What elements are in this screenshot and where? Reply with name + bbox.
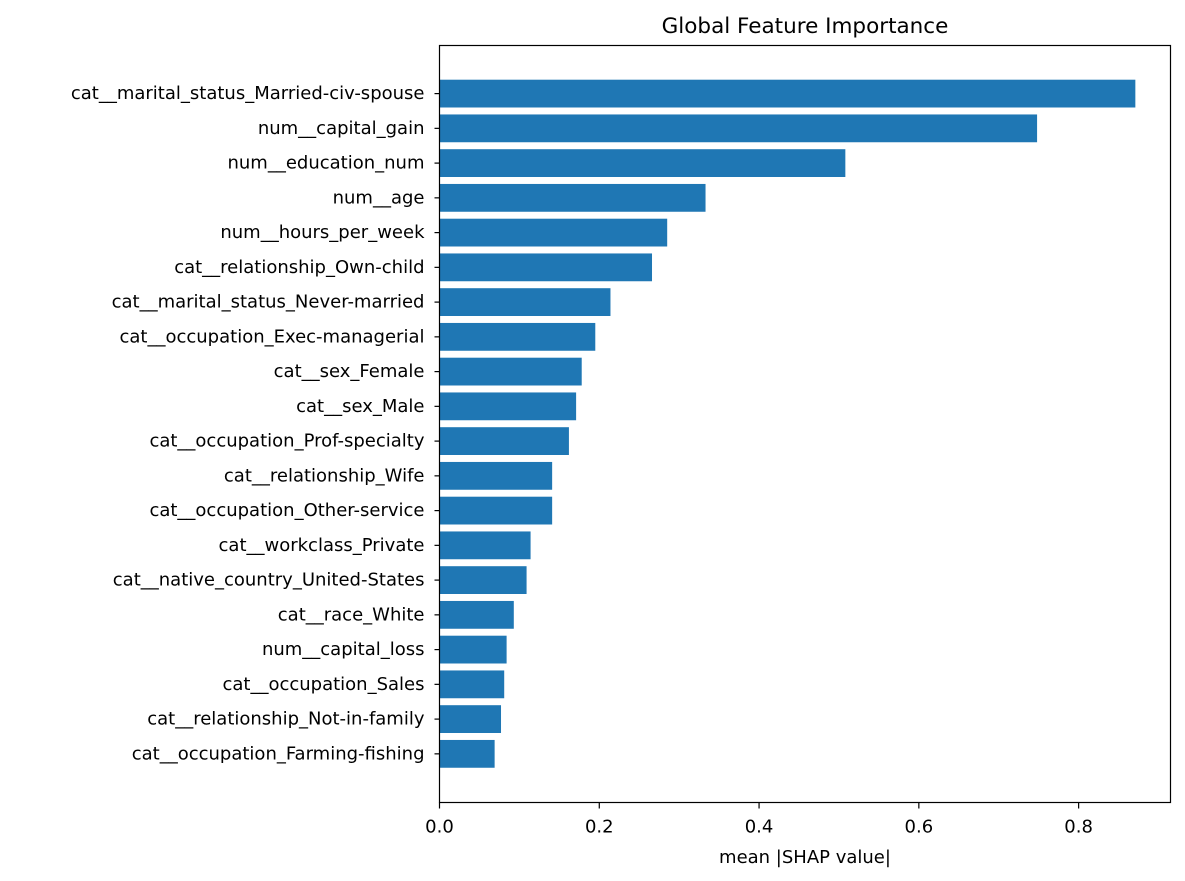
bar-13 — [439, 531, 531, 560]
y-tick-label: cat__sex_Female — [274, 361, 425, 382]
y-tick-label: num__education_num — [227, 153, 424, 174]
bar-8 — [439, 357, 582, 386]
x-axis-label: mean |SHAP value| — [719, 847, 891, 868]
y-tick-label: cat__occupation_Farming-fishing — [132, 743, 425, 764]
bar-14 — [439, 566, 527, 594]
bar-9 — [439, 392, 577, 421]
x-tick-label: 0.2 — [585, 817, 614, 838]
y-tick-label: num__age — [333, 187, 425, 208]
bar-4 — [439, 218, 668, 247]
chart-title: Global Feature Importance — [662, 14, 949, 39]
y-tick-label: cat__relationship_Own-child — [174, 257, 424, 278]
y-tick-label: cat__occupation_Other-service — [149, 500, 424, 521]
y-tick-label: cat__race_White — [278, 604, 425, 625]
bar-18 — [439, 705, 502, 733]
y-tick-label: num__capital_gain — [258, 118, 425, 139]
x-tick-label: 0.4 — [745, 817, 774, 838]
y-tick-label: cat__marital_status_Never-married — [112, 292, 425, 313]
bar-2 — [439, 149, 846, 177]
bar-12 — [439, 496, 553, 525]
bar-6 — [439, 288, 611, 316]
y-tick-label: cat__occupation_Sales — [222, 674, 424, 695]
y-tick-label: cat__native_country_United-States — [113, 570, 425, 591]
bar-10 — [439, 427, 569, 455]
y-tick-label: cat__relationship_Not-in-family — [147, 709, 425, 730]
y-tick-label: cat__occupation_Exec-managerial — [119, 326, 424, 347]
bar-19 — [439, 739, 495, 768]
bar-17 — [439, 670, 505, 699]
y-tick-label: num__hours_per_week — [220, 222, 425, 243]
bars-group — [439, 79, 1136, 768]
bar-1 — [439, 114, 1038, 143]
y-tick-label: cat__occupation_Prof-specialty — [149, 431, 424, 452]
bar-0 — [439, 79, 1136, 108]
bar-11 — [439, 461, 553, 490]
y-tick-label: cat__relationship_Wife — [224, 465, 425, 486]
x-tick-label: 0.6 — [905, 817, 934, 838]
bar-3 — [439, 183, 706, 212]
bar-15 — [439, 600, 514, 629]
bar-5 — [439, 253, 653, 282]
bar-7 — [439, 322, 596, 351]
y-tick-label: num__capital_loss — [262, 639, 425, 660]
y-tick-label: cat__workclass_Private — [219, 535, 425, 556]
y-axis-labels: cat__marital_status_Married-civ-spousenu… — [71, 83, 440, 764]
x-tick-label: 0.0 — [425, 817, 454, 838]
plot-frame — [438, 44, 1172, 804]
y-tick-label: cat__sex_Male — [296, 396, 424, 417]
x-tick-label: 0.8 — [1064, 817, 1093, 838]
bar-16 — [439, 635, 507, 664]
y-tick-label: cat__marital_status_Married-civ-spouse — [71, 83, 425, 104]
x-axis-ticks: 0.0 0.2 0.4 0.6 0.8 — [425, 802, 1093, 838]
